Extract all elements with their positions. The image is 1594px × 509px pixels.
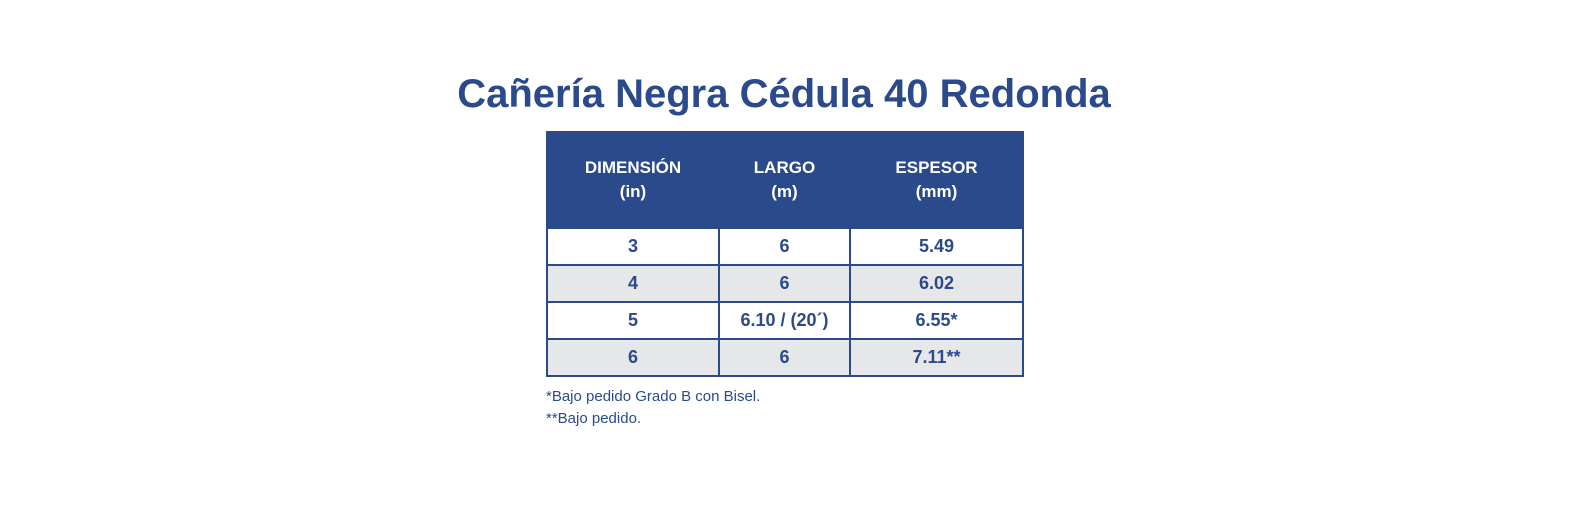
cell-dimension: 4 — [546, 264, 720, 303]
header-unit: (mm) — [915, 182, 958, 201]
footnote: **Bajo pedido. — [546, 410, 642, 427]
header-label: ESPESOR — [895, 158, 978, 177]
specs-table: DIMENSIÓN (in) LARGO (m) ESPESOR (mm) 3 6 5… — [546, 131, 1024, 377]
page-title: Cañería Negra Cédula 40 Redonda — [457, 72, 1111, 116]
table-row: 5 6.10 / (20´) 6.55* — [546, 301, 1024, 340]
header-dimension: DIMENSIÓN (in) — [546, 131, 720, 229]
table-row: 4 6 6.02 — [546, 264, 1024, 303]
cell-dimension: 6 — [546, 338, 720, 377]
header-unit: (m) — [771, 182, 798, 201]
header-largo: LARGO (m) — [718, 131, 851, 229]
cell-largo: 6 — [718, 264, 851, 303]
cell-dimension: 5 — [546, 301, 720, 340]
cell-espesor: 5.49 — [849, 227, 1024, 266]
cell-dimension: 3 — [546, 227, 720, 266]
cell-espesor: 6.02 — [849, 264, 1024, 303]
header-label: DIMENSIÓN — [584, 158, 682, 177]
cell-largo: 6 — [718, 227, 851, 266]
table-header-row: DIMENSIÓN (in) LARGO (m) ESPESOR (mm) — [546, 131, 1024, 229]
header-label: LARGO — [753, 158, 816, 177]
cell-espesor: 7.11** — [849, 338, 1024, 377]
cell-espesor: 6.55* — [849, 301, 1024, 340]
cell-largo: 6 — [718, 338, 851, 377]
table-row: 3 6 5.49 — [546, 227, 1024, 266]
cell-largo: 6.10 / (20´) — [718, 301, 851, 340]
table-row: 6 6 7.11** — [546, 338, 1024, 377]
header-espesor: ESPESOR (mm) — [849, 131, 1024, 229]
header-unit: (in) — [619, 182, 647, 201]
footnotes: *Bajo pedido Grado B con Bisel. **Bajo p… — [546, 386, 760, 430]
footnote: *Bajo pedido Grado B con Bisel. — [546, 388, 761, 405]
